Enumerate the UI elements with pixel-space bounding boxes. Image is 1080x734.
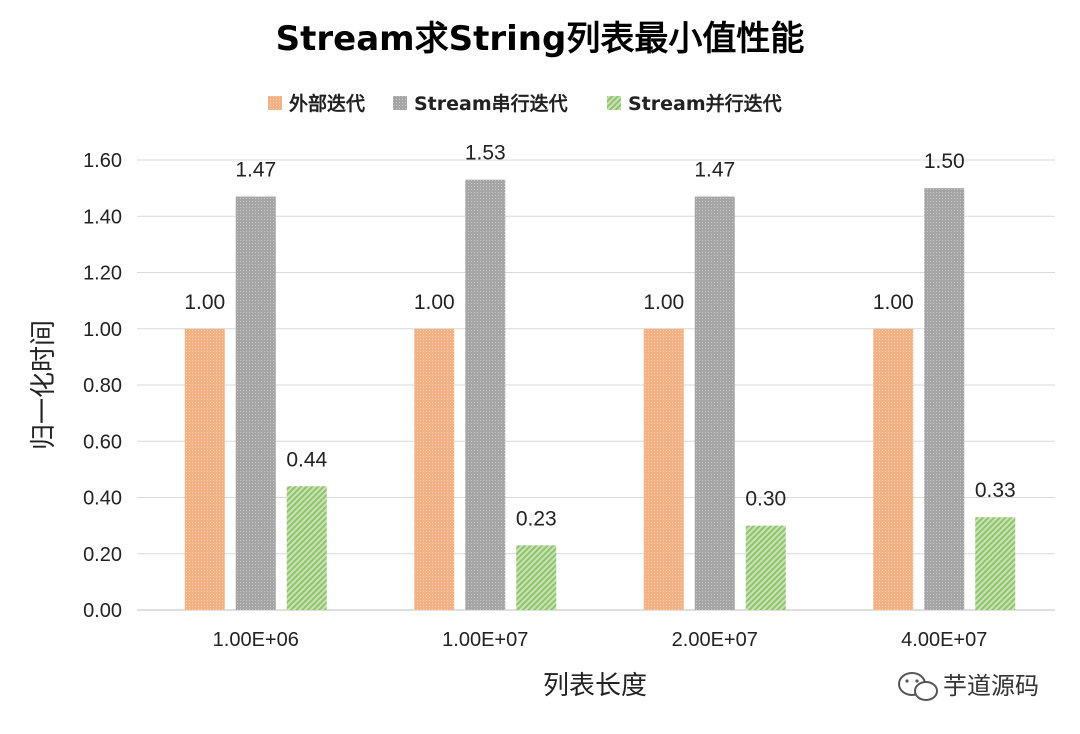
y-tick-label: 0.40 xyxy=(83,488,122,510)
legend-label: Stream并行迭代 xyxy=(628,92,782,115)
bar-stream-parallel xyxy=(745,525,786,610)
data-label: 0.30 xyxy=(745,488,786,511)
bar-stream-parallel xyxy=(975,517,1016,610)
bar-external xyxy=(414,328,455,610)
y-tick-label: 1.60 xyxy=(83,150,122,172)
x-tick-label: 1.00E+06 xyxy=(213,629,299,651)
data-label: 1.00 xyxy=(414,291,455,314)
x-tick-label: 4.00E+07 xyxy=(901,629,987,651)
data-label: 0.23 xyxy=(516,507,557,530)
y-axis-title: 归一化时间 xyxy=(29,320,59,450)
bar-stream-serial xyxy=(465,179,506,610)
x-tick-label: 1.00E+07 xyxy=(442,629,528,651)
legend-label: Stream串行迭代 xyxy=(414,92,568,115)
bar-stream-parallel xyxy=(516,545,557,610)
data-label: 0.44 xyxy=(286,448,327,471)
y-tick-label: 1.00 xyxy=(83,319,122,341)
bar-external xyxy=(873,328,914,610)
data-label: 1.00 xyxy=(184,291,225,314)
data-label: 1.53 xyxy=(465,142,506,165)
bar-stream-serial xyxy=(924,188,965,610)
legend-swatch xyxy=(268,96,282,110)
legend-label: 外部迭代 xyxy=(289,92,365,115)
data-label: 1.47 xyxy=(235,159,276,182)
x-axis-title: 列表长度 xyxy=(543,671,647,701)
y-tick-label: 0.00 xyxy=(83,600,122,622)
legend: 外部迭代 Stream串行迭代 Stream并行迭代 xyxy=(268,92,782,115)
y-tick-label: 0.80 xyxy=(83,375,122,397)
y-tick-label: 0.60 xyxy=(83,431,122,453)
bar-external xyxy=(643,328,684,610)
bar-stream-parallel xyxy=(286,486,327,610)
data-labels: 1.00 1.47 0.44 1.00 1.53 0.23 1.00 1.47 0.30 1.00… xyxy=(184,142,1015,531)
wechat-icon xyxy=(898,672,938,701)
data-label: 1.00 xyxy=(643,291,684,314)
chart-title: Stream求String列表最小值性能 xyxy=(276,19,805,59)
data-label: 0.33 xyxy=(975,479,1016,502)
legend-swatch xyxy=(607,96,621,110)
watermark: 芋道源码 xyxy=(898,672,1039,701)
bar-stream-serial xyxy=(235,196,276,610)
bar-stream-serial xyxy=(694,196,735,610)
y-axis-ticks: 0.00 0.20 0.40 0.60 0.80 1.00 1.20 1.40 1.60 xyxy=(83,150,122,622)
legend-swatch xyxy=(393,96,407,110)
bars xyxy=(184,179,1016,610)
y-tick-label: 1.20 xyxy=(83,263,122,285)
data-label: 1.00 xyxy=(873,291,914,314)
x-tick-label: 2.00E+07 xyxy=(672,629,758,651)
bar-external xyxy=(184,328,225,610)
data-label: 1.50 xyxy=(924,150,965,173)
y-tick-label: 0.20 xyxy=(83,544,122,566)
x-axis-ticks: 1.00E+06 1.00E+07 2.00E+07 4.00E+07 xyxy=(213,629,988,651)
y-tick-label: 1.40 xyxy=(83,206,122,228)
data-label: 1.47 xyxy=(694,159,735,182)
watermark-text: 芋道源码 xyxy=(943,672,1039,700)
